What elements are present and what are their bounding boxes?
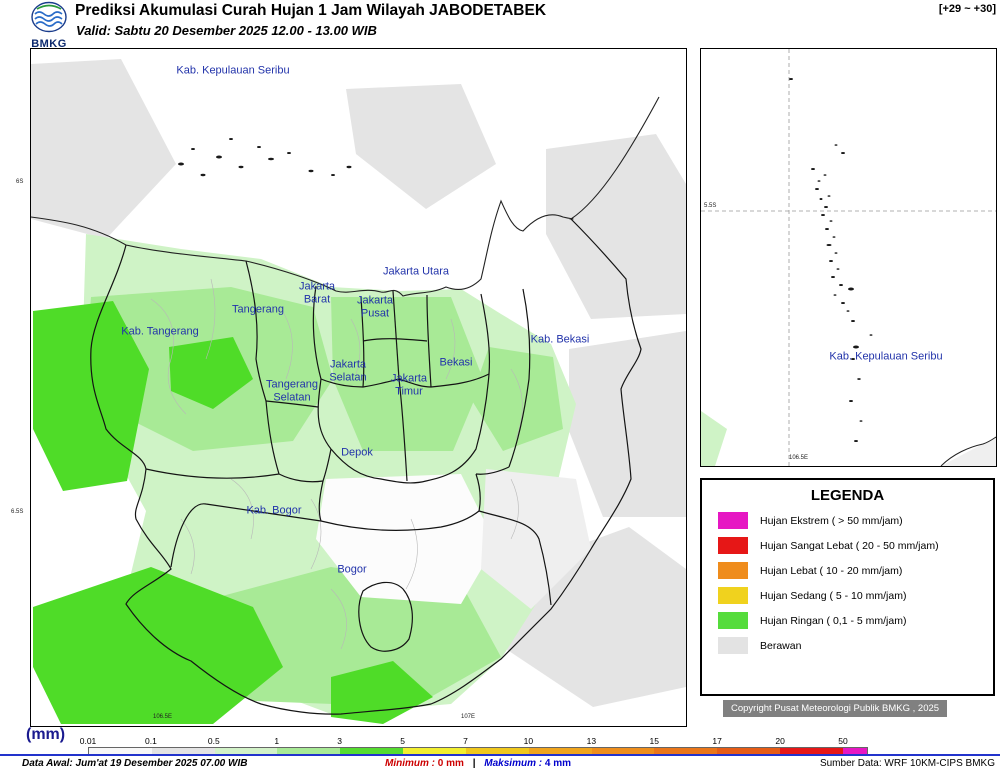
bmkg-logo-text: BMKG xyxy=(31,38,67,50)
colorbar-tick: 50 xyxy=(838,736,848,746)
min-value: 0 mm xyxy=(437,758,464,769)
legend-swatch xyxy=(718,587,748,604)
coastline xyxy=(30,96,660,297)
colorbar-segment xyxy=(89,748,152,755)
colorbar-end-segment xyxy=(842,748,867,755)
x-axis-label: 106.5E xyxy=(153,714,173,720)
colorbar: 0.01 0.1 0.5 1 3 5 7 10 13 15 17 20 50 xyxy=(80,736,868,756)
inset-map-canvas xyxy=(701,49,997,467)
legend-item: Hujan Ekstrem ( > 50 mm/jam) xyxy=(702,508,993,533)
colorbar-tick: 1 xyxy=(274,736,280,746)
max-label: Maksimum : xyxy=(484,758,543,769)
colorbar-unit: (mm) xyxy=(26,726,66,743)
colorbar-tick: 10 xyxy=(523,736,534,746)
footer-minmax: Minimum : 0 mm | Maksimum : 4 mm xyxy=(385,758,571,769)
colorbar-segment xyxy=(277,748,341,755)
bmkg-logo: BMKG xyxy=(24,1,74,50)
main-map-canvas xyxy=(30,49,686,726)
legend-swatch xyxy=(718,512,748,529)
inset-map: Kab. Kepulauan Seribu 5.5S 106.5E xyxy=(700,48,997,467)
min-label: Minimum : xyxy=(385,758,435,769)
valid-subtitle: Valid: Sabtu 20 Desember 2025 12.00 - 13… xyxy=(76,23,377,38)
page-title: Prediksi Akumulasi Curah Hujan 1 Jam Wil… xyxy=(75,2,547,19)
legend-swatch xyxy=(718,562,748,579)
colorbar-tick: 0.5 xyxy=(207,736,220,746)
footer-data-awal: Data Awal: Jum'at 19 Desember 2025 07.00… xyxy=(22,758,248,769)
main-map: Kab. Kepulauan Seribu Jakarta Utara Jakart… xyxy=(30,48,687,727)
footer-sumber: Sumber Data: WRF 10KM-CIPS BMKG xyxy=(819,758,995,769)
colorbar-tick: 5 xyxy=(400,736,405,746)
colorbar-segment xyxy=(591,748,655,755)
colorbar-segment xyxy=(151,748,215,755)
y-axis-label: 6.5S xyxy=(11,509,24,515)
legend-swatch xyxy=(718,612,748,629)
inset-x-axis-label: 106.5E xyxy=(789,455,809,461)
legend-label: Berawan xyxy=(760,639,802,652)
legend-panel: LEGENDA Hujan Ekstrem ( > 50 mm/jam) Huja… xyxy=(700,478,995,696)
colorbar-segment xyxy=(340,748,404,755)
legend-item: Hujan Sedang ( 5 - 10 mm/jam) xyxy=(702,583,993,608)
colorbar-segment xyxy=(403,748,466,755)
time-range-badge: [+29 ~ +30] xyxy=(938,3,996,15)
colorbar-tick: 3 xyxy=(337,736,343,746)
colorbar-tick: 15 xyxy=(649,736,659,746)
colorbar-tick: 0.01 xyxy=(79,736,97,746)
x-axis-label: 107E xyxy=(461,714,476,720)
legend-item: Hujan Ringan ( 0,1 - 5 mm/jam) xyxy=(702,608,993,633)
copyright-badge: Copyright Pusat Meteorologi Publik BMKG … xyxy=(723,700,948,717)
islands xyxy=(178,138,352,177)
inset-coastline xyxy=(940,436,997,467)
colorbar-segment xyxy=(214,748,278,755)
legend-items: Hujan Ekstrem ( > 50 mm/jam) Hujan Sangat… xyxy=(702,508,993,658)
legend-item: Hujan Sangat Lebat ( 20 - 50 mm/jam) xyxy=(702,533,993,558)
colorbar-tick: 20 xyxy=(775,736,785,746)
legend-swatch xyxy=(718,537,748,554)
inset-rain-patch xyxy=(701,411,727,466)
colorbar-ticks: 0.01 0.1 0.5 1 3 5 7 10 13 15 17 20 50 xyxy=(80,736,848,747)
colorbar-segment xyxy=(528,748,592,755)
colorbar-segment xyxy=(780,748,843,755)
legend-item: Berawan xyxy=(702,633,993,658)
colorbar-tick: 0.1 xyxy=(144,736,157,746)
inset-gridlines xyxy=(701,49,996,466)
rain-areas xyxy=(33,234,591,724)
colorbar-segment xyxy=(654,748,718,755)
footer-divider xyxy=(0,754,1000,756)
district-boundaries xyxy=(90,218,642,715)
legend-swatch xyxy=(718,637,748,654)
colorbar-tick: 17 xyxy=(712,736,722,746)
minmax-separator: | xyxy=(472,758,476,769)
legend-label: Hujan Ekstrem ( > 50 mm/jam) xyxy=(760,514,903,527)
inset-y-axis-label: 5.5S xyxy=(704,203,717,209)
bmkg-logo-icon xyxy=(31,1,67,33)
legend-label: Hujan Lebat ( 10 - 20 mm/jam) xyxy=(760,564,903,577)
legend-label: Hujan Sedang ( 5 - 10 mm/jam) xyxy=(760,589,907,602)
y-axis-label: 6S xyxy=(16,179,24,185)
max-value: 4 mm xyxy=(544,758,571,769)
legend-label: Hujan Sangat Lebat ( 20 - 50 mm/jam) xyxy=(760,539,939,552)
legend-label: Hujan Ringan ( 0,1 - 5 mm/jam) xyxy=(760,614,907,627)
legend-item: Hujan Lebat ( 10 - 20 mm/jam) xyxy=(702,558,993,583)
inset-islands xyxy=(789,78,873,442)
colorbar-segment xyxy=(717,748,781,755)
colorbar-tick: 13 xyxy=(586,736,597,746)
colorbar-segment xyxy=(465,748,529,755)
colorbar-tick: 7 xyxy=(463,736,468,746)
legend-title: LEGENDA xyxy=(810,487,885,504)
